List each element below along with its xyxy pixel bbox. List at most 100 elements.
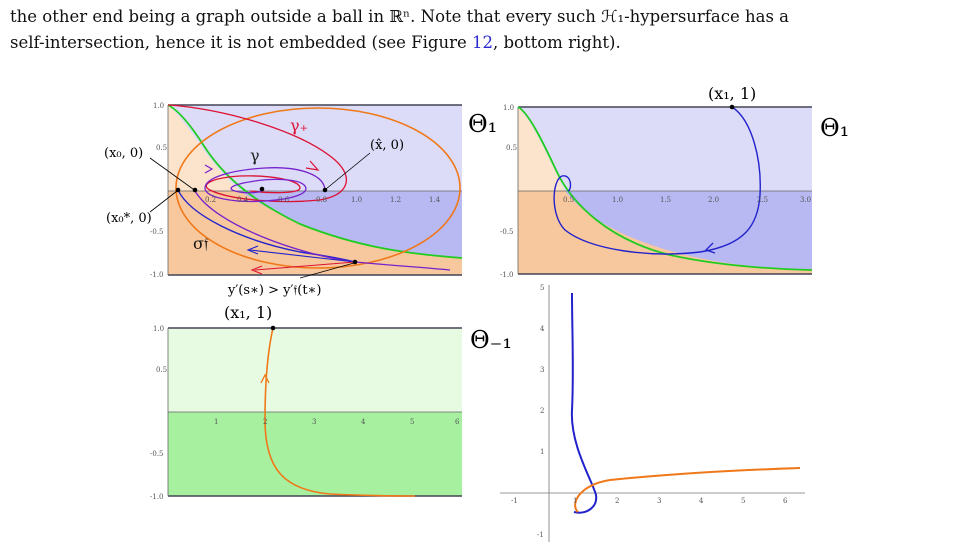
red-arrowhead bbox=[250, 265, 263, 275]
figure-reference-link[interactable]: 12 bbox=[472, 33, 493, 52]
label-x1-bl: (x₁, 1) bbox=[224, 303, 272, 322]
bl-y-ticks: 1.0 0.5 -0.5 -1.0 bbox=[150, 325, 167, 501]
tick: 2 bbox=[263, 418, 267, 426]
green-curve bbox=[517, 106, 813, 271]
tr-y-ticks: 1.0 0.5 -0.5 -1.0 bbox=[500, 104, 517, 279]
tick: 1.0 bbox=[503, 104, 514, 112]
region-blue-upper bbox=[518, 107, 812, 191]
panel-top-right: 0.5 1.0 1.5 2.0 2.5 3.0 1.0 0.5 -0.5 -1.… bbox=[500, 84, 849, 279]
tick: -1 bbox=[511, 497, 518, 505]
tick: 0.5 bbox=[563, 196, 574, 204]
tick: 6 bbox=[783, 497, 788, 505]
panel-bottom-right: -1 1 2 3 4 5 6 5 4 3 2 1 -1 bbox=[500, 284, 805, 542]
tick: 1 bbox=[573, 497, 577, 505]
br-x-ticks: -1 1 2 3 4 5 6 bbox=[511, 497, 788, 505]
tick: 1 bbox=[540, 448, 544, 456]
tick: -0.5 bbox=[150, 228, 164, 236]
label-inequality: y′(s∗) > y′𝔣(t∗) bbox=[227, 283, 321, 298]
bl-x-ticks: 1 2 3 4 5 6 bbox=[214, 418, 460, 426]
panel-top-left: 0.2 0.4 0.6 0.8 1.0 1.2 1.4 1.0 0.5 -0.5… bbox=[104, 102, 497, 298]
tick: 5 bbox=[410, 418, 414, 426]
tick: 1.0 bbox=[351, 196, 362, 204]
tick: 0.8 bbox=[316, 196, 327, 204]
orange-curve bbox=[264, 327, 416, 497]
tick: 0.2 bbox=[205, 196, 216, 204]
region-blue-lower bbox=[565, 191, 812, 270]
tick: 2 bbox=[540, 407, 544, 415]
label-x0: (x₀, 0) bbox=[104, 146, 143, 161]
paragraph-line-1: the other end being a graph outside a ba… bbox=[10, 7, 790, 26]
tick: -1.0 bbox=[150, 271, 164, 279]
paragraph-line-2-end: , bottom right). bbox=[493, 33, 621, 52]
tick: 5 bbox=[540, 284, 544, 292]
body-paragraph: the other end being a graph outside a ba… bbox=[10, 4, 946, 56]
tick: 1.2 bbox=[390, 196, 401, 204]
tick: 2.0 bbox=[708, 196, 719, 204]
blue-curve bbox=[570, 292, 598, 514]
blue-arrow bbox=[704, 242, 716, 254]
region-orange-upper bbox=[168, 105, 240, 191]
region-blue-lower bbox=[240, 191, 462, 258]
blue-curve bbox=[177, 189, 356, 263]
tick: 0.4 bbox=[237, 196, 249, 204]
orange-arrow bbox=[260, 373, 270, 384]
tick: 0.5 bbox=[156, 366, 167, 374]
br-y-ticks: 5 4 3 2 1 -1 bbox=[537, 284, 545, 539]
red-arrow-line bbox=[254, 261, 356, 271]
label-sigma: σ𝔣 bbox=[193, 234, 209, 253]
tick: 2 bbox=[615, 497, 619, 505]
purple-spiral-gamma bbox=[204, 167, 326, 203]
pointer-x0star bbox=[149, 190, 178, 213]
point-spiral-center bbox=[259, 186, 265, 192]
tick: 1.4 bbox=[429, 196, 441, 204]
tick: 6 bbox=[455, 418, 460, 426]
tick: 1.0 bbox=[153, 102, 164, 110]
pointer-ineq bbox=[299, 262, 355, 279]
tick: 4 bbox=[361, 418, 366, 426]
label-theta1-tl: Θ₁ bbox=[468, 110, 497, 138]
tick: -1.0 bbox=[150, 493, 164, 501]
tick: -0.5 bbox=[500, 228, 514, 236]
tick: 1.0 bbox=[153, 325, 164, 333]
blue-arrowhead bbox=[246, 245, 259, 255]
blue-curve bbox=[553, 106, 761, 255]
region-green-lower bbox=[168, 412, 462, 496]
label-x0star: (x₀*, 0) bbox=[106, 211, 152, 226]
paragraph-line-2-start: self-intersection, hence it is not embed… bbox=[10, 33, 472, 52]
tick: 3 bbox=[312, 418, 316, 426]
spiral-arrow bbox=[204, 164, 214, 174]
label-theta-minus1: Θ₋₁ bbox=[470, 326, 512, 354]
region-green-upper bbox=[168, 328, 462, 412]
point-intersection bbox=[352, 259, 358, 265]
blue-arrow-line bbox=[249, 249, 356, 263]
tick: -1 bbox=[537, 531, 544, 539]
tick: 2.5 bbox=[757, 196, 768, 204]
tick: 3 bbox=[657, 497, 661, 505]
tick: 4 bbox=[540, 325, 545, 333]
point-x1 bbox=[729, 104, 735, 110]
paragraph-line-2: self-intersection, hence it is not embed… bbox=[10, 30, 946, 56]
pointer-x0 bbox=[149, 157, 194, 190]
red-arrow-down bbox=[305, 160, 320, 171]
tick: 1.5 bbox=[660, 196, 671, 204]
point-x1 bbox=[270, 325, 276, 331]
tick: 1 bbox=[214, 418, 218, 426]
tick: 0.5 bbox=[156, 144, 167, 152]
label-gamma: γ bbox=[250, 146, 260, 165]
tl-y-ticks: 1.0 0.5 -0.5 -1.0 bbox=[150, 102, 167, 279]
tr-x-ticks: 0.5 1.0 1.5 2.0 2.5 3.0 bbox=[563, 196, 811, 204]
label-x1-tr: (x₁, 1) bbox=[708, 84, 756, 103]
label-xhat: (x̂, 0) bbox=[370, 138, 404, 153]
tick: 1.0 bbox=[612, 196, 623, 204]
region-orange-upper bbox=[518, 107, 565, 191]
tick: 3 bbox=[540, 366, 544, 374]
label-theta1-tr: Θ₁ bbox=[820, 114, 849, 142]
tick: 4 bbox=[699, 497, 704, 505]
tick: -1.0 bbox=[500, 271, 514, 279]
pointer-xhat bbox=[325, 152, 371, 190]
orange-curve bbox=[574, 467, 801, 513]
tl-x-ticks: 0.2 0.4 0.6 0.8 1.0 1.2 1.4 bbox=[205, 196, 441, 204]
green-curve bbox=[167, 104, 463, 259]
tick: 0.5 bbox=[506, 144, 517, 152]
